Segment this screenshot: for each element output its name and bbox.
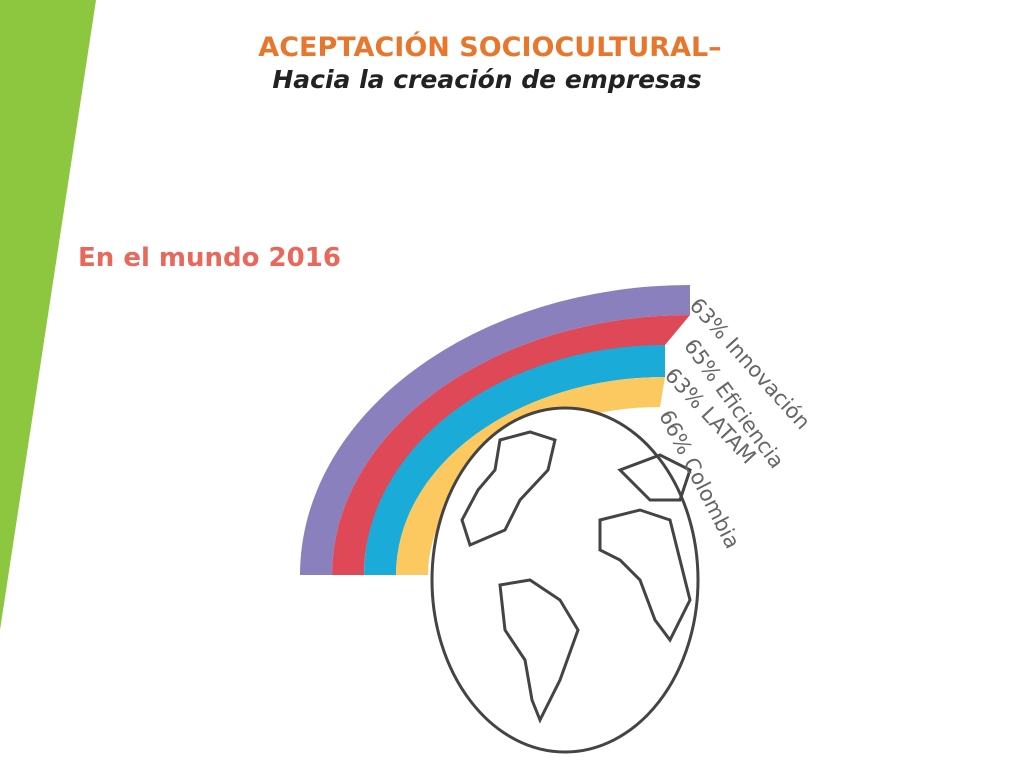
globe <box>430 406 700 754</box>
slide-subtitle: Hacia la creación de empresas <box>272 65 701 94</box>
accent-stripe <box>0 0 96 630</box>
slide-title: ACEPTACIÓN SOCIOCULTURAL– <box>258 31 721 63</box>
infographic-heading: En el mundo 2016 <box>78 243 341 273</box>
rainbow <box>300 285 690 575</box>
arc-eficiencia <box>332 315 690 575</box>
arc-latam <box>364 345 665 575</box>
arc-innovacion <box>300 285 690 575</box>
